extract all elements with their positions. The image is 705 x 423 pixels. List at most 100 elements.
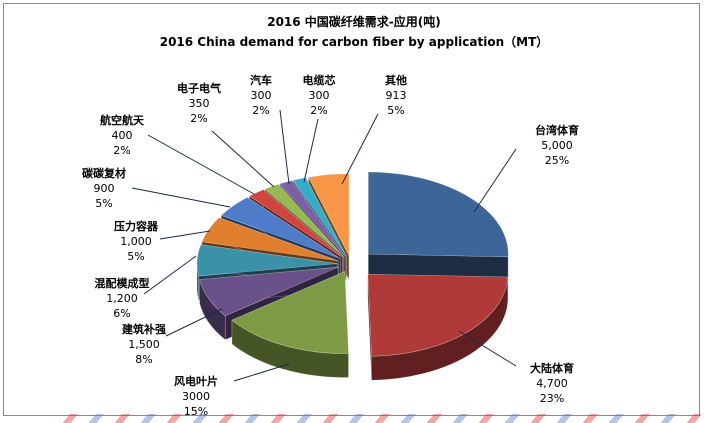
slice-percent-label: 5% [387, 104, 404, 117]
slice-name-label: 航空航天 [100, 113, 145, 127]
chart-subtitle: 2016 China demand for carbon fiber by ap… [160, 34, 549, 49]
slice-name-label: 压力容器 [114, 219, 159, 233]
slice-name-label: 台湾体育 [535, 123, 579, 137]
slice-name-label: 电子电气 [177, 81, 221, 95]
slice-percent-label: 25% [545, 154, 569, 167]
leader-line-9 [279, 109, 290, 185]
slice-percent-label: 8% [135, 353, 152, 366]
slice-value-label: 900 [94, 182, 115, 195]
data-label-10: 电缆芯 300 2% [303, 73, 336, 117]
leader-line-11 [341, 113, 379, 185]
slice-percent-label: 5% [127, 250, 144, 263]
stripe-10 [322, 414, 338, 423]
leader-line-7 [147, 134, 255, 195]
slice-percent-label: 2% [190, 112, 207, 125]
slice-name-label: 电缆芯 [303, 73, 336, 87]
pie-chart: 2016 中国碳纤维需求-应用(吨) 2016 China demand for… [82, 14, 579, 417]
data-label-1: 大陆体育 4,700 23% [530, 361, 574, 405]
bottom-decoration-strip [0, 411, 705, 423]
slice-name-label: 混配模成型 [95, 276, 150, 290]
data-label-4: 混配模成型 1,200 6% [95, 276, 150, 320]
leader-lines [131, 109, 517, 382]
slice-top-5 [201, 217, 339, 262]
stripe-9 [296, 414, 312, 423]
slice-value-label: 4,700 [536, 377, 568, 390]
slice-value-label: 913 [386, 89, 407, 102]
stripe-18 [530, 414, 546, 423]
stripe-13 [400, 414, 416, 423]
stripe-20 [582, 414, 598, 423]
slice-value-label: 3000 [182, 390, 210, 403]
stripe-24 [686, 414, 702, 423]
leader-line-1 [458, 330, 517, 367]
data-label-7: 航空航天 400 2% [100, 113, 145, 157]
slice-top-9 [279, 180, 346, 257]
stripe-11 [348, 414, 364, 423]
stripe-2 [114, 414, 130, 423]
slice-name-label: 汽车 [250, 73, 272, 87]
data-label-6: 碳碳复材 900 5% [82, 166, 126, 210]
slice-top-8 [264, 183, 344, 258]
chart-frame: 2016 中国碳纤维需求-应用(吨) 2016 China demand for… [3, 3, 700, 417]
slice-top-11 [308, 173, 350, 256]
slice-name-label: 风电叶片 [174, 374, 218, 388]
data-label-2: 风电叶片 3000 15% [174, 374, 218, 417]
slice-top-10 [292, 177, 347, 257]
slice-percent-label: 6% [113, 307, 130, 320]
slice-top-1 [367, 273, 509, 357]
slice-top-0 [367, 171, 509, 258]
leader-line-6 [131, 187, 231, 208]
data-label-0: 台湾体育 5,000 25% [535, 123, 579, 167]
slice-percent-label: 15% [184, 405, 208, 417]
data-labels: 台湾体育 5,000 25% 大陆体育 4,700 23% 风电叶片 3000 15% 建筑补强 1… [82, 73, 579, 417]
slice-value-label: 1,500 [128, 338, 160, 351]
slice-value-label: 400 [112, 129, 133, 142]
stripe-17 [504, 414, 520, 423]
slice-name-label: 建筑补强 [122, 322, 166, 336]
decorative-stripes [62, 414, 702, 423]
slice-name-label: 碳碳复材 [82, 166, 126, 180]
stripe-16 [478, 414, 494, 423]
data-label-3: 建筑补强 1,500 8% [122, 322, 166, 366]
stripe-3 [140, 414, 156, 423]
slice-percent-label: 23% [540, 392, 564, 405]
slice-value-label: 1,000 [120, 235, 152, 248]
slice-percent-label: 2% [310, 104, 327, 117]
slice-value-label: 1,200 [106, 292, 138, 305]
pie-slices [196, 171, 509, 381]
stripe-7 [244, 414, 260, 423]
leader-line-2 [233, 363, 290, 382]
slice-top-6 [220, 196, 341, 259]
leader-line-4 [143, 255, 197, 295]
stripe-15 [452, 414, 468, 423]
slice-top-2 [231, 271, 349, 354]
slice-value-label: 300 [251, 89, 272, 102]
leader-line-10 [303, 118, 319, 183]
stripe-4 [166, 414, 182, 423]
slice-percent-label: 2% [252, 104, 269, 117]
slice-top-7 [248, 189, 343, 258]
leader-line-0 [473, 148, 517, 213]
slice-top-3 [199, 266, 339, 317]
stripe-14 [426, 414, 442, 423]
chart-title: 2016 中国碳纤维需求-应用(吨) [267, 14, 441, 29]
stripe-5 [192, 414, 208, 423]
stripe-1 [88, 414, 104, 423]
data-label-11: 其他 913 5% [385, 73, 407, 117]
data-label-5: 压力容器 1,000 5% [114, 219, 159, 263]
stripe-19 [556, 414, 572, 423]
slice-percent-label: 5% [95, 197, 112, 210]
stripe-0 [62, 414, 78, 423]
leader-line-3 [165, 308, 223, 337]
slice-percent-label: 2% [113, 144, 130, 157]
stripe-8 [270, 414, 286, 423]
data-label-8: 电子电气 350 2% [177, 81, 221, 125]
leader-line-5 [159, 230, 211, 240]
slice-name-label: 其他 [385, 73, 407, 87]
leader-line-8 [211, 130, 275, 188]
slice-value-label: 5,000 [541, 139, 573, 152]
slice-0-cut-face-1 [367, 253, 509, 282]
slice-value-label: 350 [189, 97, 210, 110]
slice-name-label: 大陆体育 [530, 361, 574, 375]
stripe-21 [608, 414, 624, 423]
